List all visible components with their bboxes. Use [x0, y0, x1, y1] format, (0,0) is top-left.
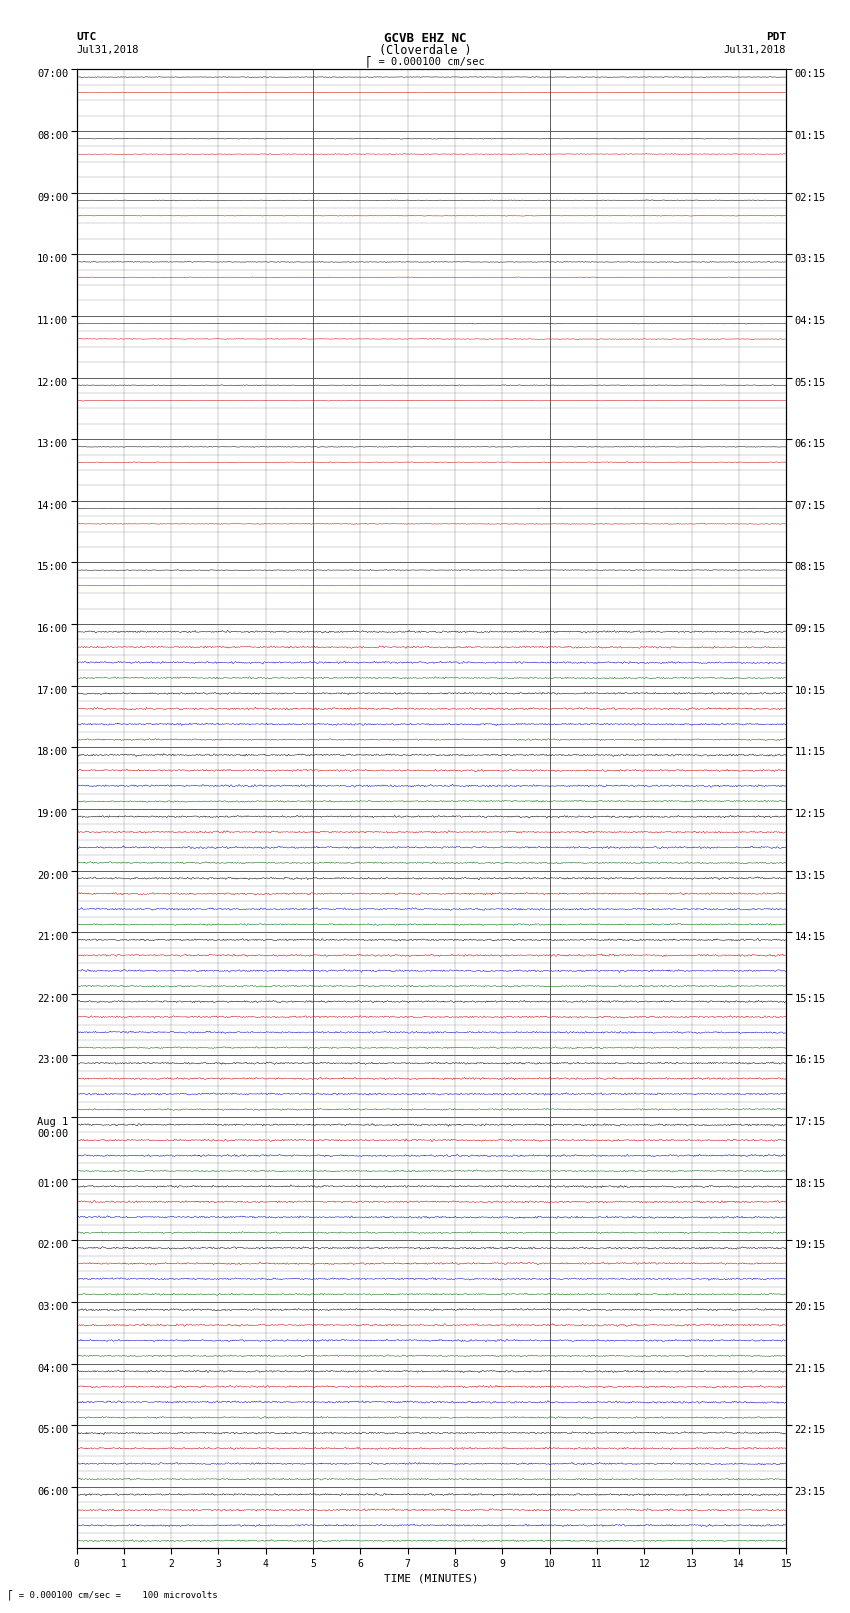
Text: Jul31,2018: Jul31,2018	[76, 45, 139, 55]
Text: (Cloverdale ): (Cloverdale )	[379, 44, 471, 56]
Text: PDT: PDT	[766, 32, 786, 42]
Text: ⎡ = 0.000100 cm/sec =    100 microvolts: ⎡ = 0.000100 cm/sec = 100 microvolts	[8, 1589, 218, 1600]
Text: ⎡ = 0.000100 cm/sec: ⎡ = 0.000100 cm/sec	[366, 55, 484, 66]
Text: Jul31,2018: Jul31,2018	[723, 45, 786, 55]
X-axis label: TIME (MINUTES): TIME (MINUTES)	[384, 1573, 479, 1582]
Text: UTC: UTC	[76, 32, 97, 42]
Text: GCVB EHZ NC: GCVB EHZ NC	[383, 32, 467, 45]
